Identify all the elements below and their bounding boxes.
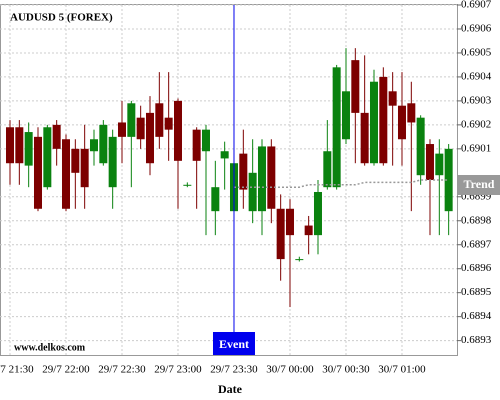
- plot-frame: [0, 4, 458, 356]
- candle-body: [108, 136, 117, 188]
- candle-body: [201, 129, 210, 152]
- x-tick-label: 29/7 23:30: [210, 364, 258, 376]
- event-label-box: [212, 332, 255, 355]
- y-tick-label: 0.6903: [461, 94, 492, 106]
- y-tick-label: 0.6907: [461, 0, 492, 11]
- candle-body: [313, 191, 322, 236]
- y-tick-label: 0.6906: [461, 23, 492, 35]
- y-tick-label: 0.6904: [461, 70, 492, 82]
- y-tick-label: 0.6902: [461, 118, 491, 130]
- candle-body: [24, 132, 33, 166]
- candle-body: [267, 146, 276, 209]
- candle-body: [341, 91, 350, 140]
- candle-body: [164, 117, 173, 130]
- candle-body: [248, 172, 257, 212]
- y-tick-label: 0.6905: [461, 46, 492, 58]
- candle-body: [435, 153, 444, 176]
- watermark: www.delkos.com: [14, 342, 86, 353]
- candle-body: [145, 112, 154, 164]
- candle-body: [332, 67, 341, 188]
- y-tick-label: 0.6901: [461, 142, 491, 154]
- candle-body: [127, 103, 136, 137]
- candle-body: [369, 81, 378, 164]
- candle-body: [220, 151, 229, 159]
- candle-body: [295, 259, 304, 261]
- candle-body: [43, 127, 52, 188]
- candle-body: [425, 144, 434, 180]
- x-tick-label: 29/7 21:30: [0, 364, 34, 376]
- candle-body: [15, 127, 24, 164]
- candle-body: [388, 91, 397, 106]
- candle-body: [173, 100, 182, 161]
- x-tick-label: 29/7 22:00: [42, 364, 90, 376]
- candle-body: [80, 148, 89, 188]
- x-tick-label: 29/7 22:30: [98, 364, 146, 376]
- candle-body: [416, 117, 425, 176]
- candle-body: [99, 124, 108, 164]
- candle-body: [89, 139, 98, 152]
- candle-body: [6, 127, 14, 164]
- y-tick-label: 0.6898: [461, 214, 492, 226]
- candle-body: [276, 208, 285, 260]
- candle-body: [351, 60, 360, 113]
- candle-body: [33, 136, 42, 209]
- candle-body: [71, 148, 80, 173]
- candle-body: [444, 148, 453, 212]
- y-tick-label: 0.6896: [461, 262, 492, 274]
- y-tick-label: 0.6893: [461, 334, 492, 346]
- candle-body: [285, 208, 294, 236]
- x-tick-label: 29/7 23:00: [154, 364, 202, 376]
- candle-body: [239, 153, 248, 190]
- candle-body: [211, 187, 220, 212]
- candle-body: [155, 103, 164, 137]
- candle-body: [407, 103, 416, 123]
- candle-body: [304, 225, 313, 236]
- trend-label-box: [457, 175, 500, 195]
- trend-label: Trend: [464, 177, 495, 191]
- candle-body: [323, 151, 332, 188]
- x-axis-label: Date: [218, 382, 243, 396]
- candle-body: [360, 112, 369, 164]
- chart-title: AUDUSD 5 (FOREX): [10, 12, 113, 24]
- candle-body: [61, 139, 70, 209]
- candle-body: [257, 146, 266, 212]
- candle-body: [379, 76, 388, 164]
- marks: [6, 48, 453, 308]
- candle-body: [397, 105, 406, 140]
- y-tick-label: 0.6897: [461, 238, 492, 250]
- candle-body: [192, 129, 201, 161]
- event-label: Event: [219, 337, 249, 351]
- x-tick-label: 30/7 00:00: [266, 364, 314, 376]
- x-tick-label: 30/7 01:00: [378, 364, 426, 376]
- candle-body: [183, 184, 192, 186]
- overlays: Event: [212, 5, 449, 355]
- y-tick-label: 0.6895: [461, 286, 492, 298]
- candle-body: [117, 122, 126, 137]
- candle-body: [52, 124, 61, 149]
- x-tick-label: 30/7 00:30: [322, 364, 370, 376]
- candle-body: [136, 117, 145, 140]
- y-tick-label: 0.6894: [461, 310, 492, 322]
